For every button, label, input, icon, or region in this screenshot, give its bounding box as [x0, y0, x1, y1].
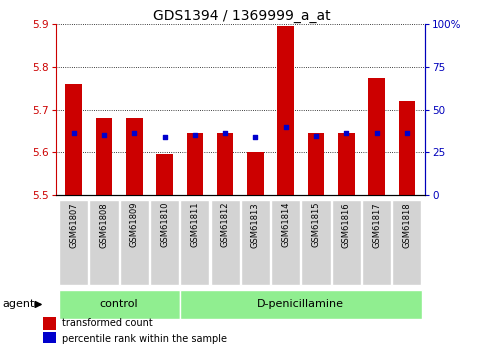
Bar [43, 315, 56, 329]
Bar [126, 118, 142, 195]
Bar [180, 200, 210, 285]
Bar [120, 200, 149, 285]
Text: GSM61812: GSM61812 [221, 202, 229, 247]
Text: GSM61813: GSM61813 [251, 202, 260, 247]
Bar [59, 200, 88, 285]
Text: GSM61808: GSM61808 [99, 202, 109, 247]
Bar [398, 101, 415, 195]
Bar [211, 200, 240, 285]
Text: agent: agent [2, 299, 35, 309]
Point [282, 124, 290, 129]
Bar [247, 152, 264, 195]
Text: GSM61809: GSM61809 [130, 202, 139, 247]
Text: GSM61816: GSM61816 [342, 202, 351, 247]
Bar [241, 200, 270, 285]
Bar [332, 200, 361, 285]
Point [312, 133, 320, 139]
Text: GSM61817: GSM61817 [372, 202, 381, 247]
Text: GSM61815: GSM61815 [312, 202, 321, 247]
Bar [65, 84, 82, 195]
Point [221, 130, 229, 136]
Bar [271, 200, 300, 285]
Point [191, 132, 199, 138]
Bar [338, 133, 355, 195]
Bar [156, 154, 173, 195]
Text: GSM61810: GSM61810 [160, 202, 169, 247]
Text: GSM61814: GSM61814 [281, 202, 290, 247]
Text: transformed count: transformed count [62, 318, 153, 327]
Text: GDS1394 / 1369999_a_at: GDS1394 / 1369999_a_at [153, 9, 330, 23]
Point [70, 130, 78, 136]
Point [403, 130, 411, 136]
Point [342, 130, 350, 136]
Bar [150, 200, 179, 285]
Text: GSM61807: GSM61807 [69, 202, 78, 247]
Bar [308, 133, 325, 195]
Point [252, 135, 259, 140]
Bar [89, 200, 118, 285]
Bar [96, 118, 113, 195]
Bar [301, 200, 330, 285]
Bar [277, 26, 294, 195]
Bar [392, 200, 421, 285]
Bar [362, 200, 391, 285]
Bar [186, 133, 203, 195]
Bar [180, 290, 422, 319]
Point [100, 132, 108, 138]
Point [373, 130, 381, 136]
Bar [43, 332, 56, 345]
Point [130, 130, 138, 136]
Bar [217, 133, 233, 195]
Point [161, 135, 169, 140]
Bar [58, 290, 180, 319]
Text: D-penicillamine: D-penicillamine [257, 299, 344, 309]
Bar [368, 78, 385, 195]
Text: GSM61818: GSM61818 [402, 202, 412, 247]
Text: GSM61811: GSM61811 [190, 202, 199, 247]
Text: percentile rank within the sample: percentile rank within the sample [62, 334, 227, 344]
Text: control: control [100, 299, 139, 309]
